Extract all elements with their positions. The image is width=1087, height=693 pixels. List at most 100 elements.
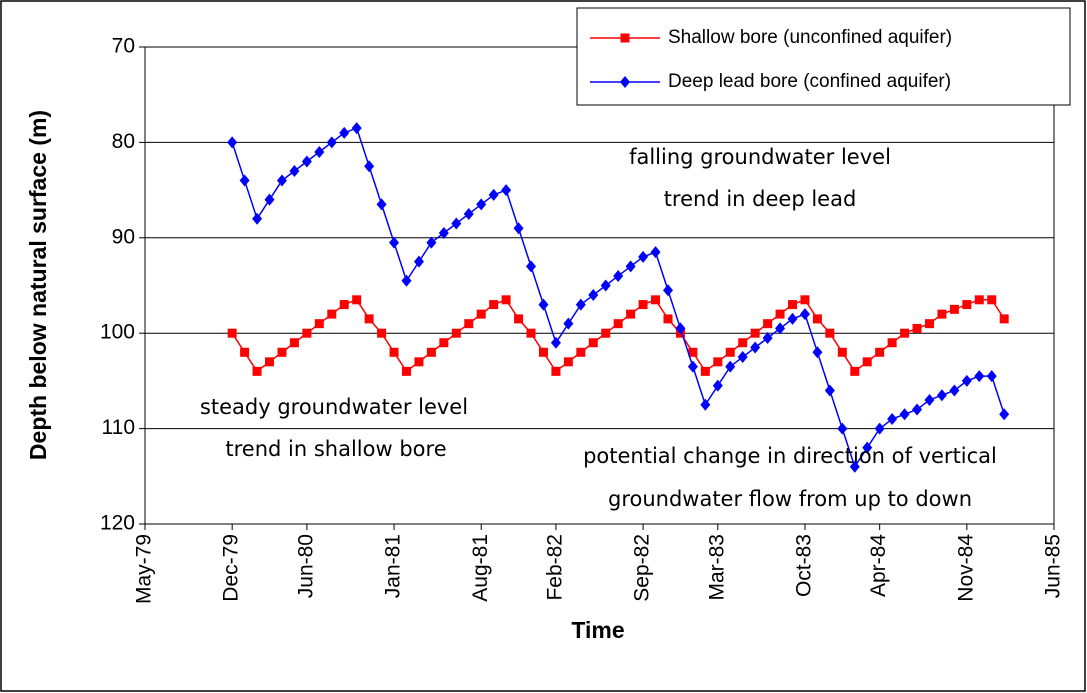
annotation: trend in shallow bore [225, 437, 446, 461]
marker [812, 314, 822, 324]
marker [620, 33, 630, 43]
marker [750, 328, 760, 338]
marker [526, 328, 536, 338]
marker [513, 222, 524, 235]
x-tick-label: Mar-83 [705, 534, 728, 601]
marker [763, 319, 773, 329]
marker [874, 422, 885, 435]
marker [563, 317, 574, 330]
marker [264, 193, 275, 206]
marker [426, 236, 437, 249]
marker [389, 347, 399, 357]
marker [463, 207, 474, 220]
marker [538, 347, 548, 357]
marker [662, 284, 673, 297]
marker [550, 336, 561, 349]
marker [364, 160, 375, 173]
y-tick-label: 70 [112, 35, 135, 58]
marks [227, 122, 1010, 473]
marker [364, 314, 374, 324]
marker [276, 174, 287, 187]
marker [476, 309, 486, 319]
marker [738, 338, 748, 348]
annotation: steady groundwater level [200, 395, 468, 419]
marker [775, 309, 785, 319]
annotation: groundwater flow from up to down [608, 487, 972, 511]
marker [613, 319, 623, 329]
marker [924, 393, 935, 406]
marker [837, 347, 847, 357]
annotation: falling groundwater level [629, 145, 891, 169]
marker [389, 236, 400, 249]
marker [712, 379, 723, 392]
marker [252, 212, 263, 225]
marker [600, 279, 611, 292]
marker [451, 217, 462, 230]
marker [352, 295, 362, 305]
plot-area [145, 47, 1054, 524]
marker [240, 347, 250, 357]
marker [326, 136, 337, 149]
marker [439, 338, 449, 348]
x-tick-label: Sep-82 [631, 534, 654, 602]
marker [301, 155, 312, 168]
marker [949, 384, 960, 397]
marker [265, 357, 275, 367]
marker [426, 347, 436, 357]
marker [912, 403, 923, 416]
marker [837, 422, 848, 435]
marker [800, 295, 810, 305]
marker [850, 366, 860, 376]
marker [688, 347, 698, 357]
x-tick-label: Dec-79 [220, 534, 243, 602]
y-tick-label: 120 [100, 512, 135, 535]
marker [675, 322, 686, 335]
marker [962, 300, 972, 310]
marker [999, 314, 1009, 324]
marker [750, 341, 761, 354]
marker [961, 374, 972, 387]
x-tick-label: Aug-81 [469, 534, 492, 602]
marker [489, 300, 499, 310]
marker [576, 347, 586, 357]
marker [737, 351, 748, 364]
marker [414, 357, 424, 367]
marker [824, 384, 835, 397]
marker [887, 338, 897, 348]
marker [376, 198, 387, 211]
marker [936, 389, 947, 402]
marker [401, 366, 411, 376]
y-tick-label: 90 [112, 225, 135, 248]
marker [488, 188, 499, 201]
marker [526, 260, 537, 273]
marker [289, 165, 300, 178]
marker [626, 309, 636, 319]
marker [438, 227, 449, 240]
marker [252, 366, 262, 376]
y-tick-label: 110 [102, 416, 135, 439]
marker [762, 331, 773, 344]
marker [239, 174, 250, 187]
legend-box [576, 7, 1071, 106]
marker [327, 309, 337, 319]
marker [620, 76, 630, 88]
marker [575, 298, 586, 311]
marker [651, 295, 661, 305]
marker [476, 198, 487, 211]
x-tick-label: Apr-84 [867, 534, 890, 597]
marker [937, 309, 947, 319]
marker [413, 255, 424, 268]
marker [912, 323, 922, 333]
marker [563, 357, 573, 367]
marker [775, 322, 786, 335]
x-tick-label: May-79 [133, 534, 156, 604]
marker [314, 145, 325, 158]
marker [999, 408, 1010, 421]
marker [501, 184, 512, 197]
x-axis-label: Time [571, 617, 624, 643]
marker [812, 346, 823, 359]
marker [227, 136, 238, 149]
marker [650, 246, 661, 259]
marker [613, 269, 624, 282]
